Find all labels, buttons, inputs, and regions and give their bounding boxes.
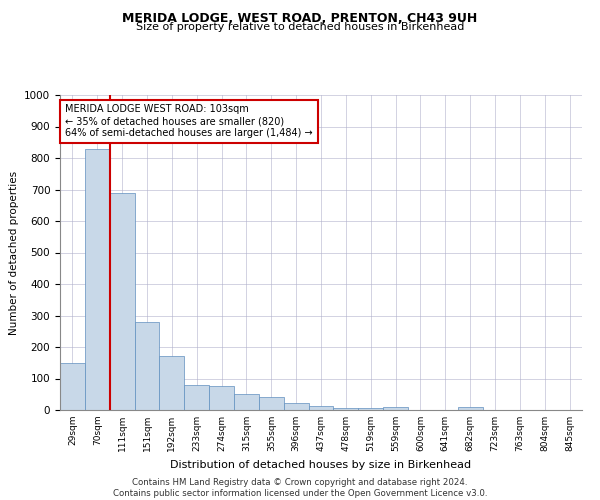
Bar: [358, 408, 383, 410]
Bar: [308, 406, 334, 410]
Text: MERIDA LODGE WEST ROAD: 103sqm
← 35% of detached houses are smaller (820)
64% of: MERIDA LODGE WEST ROAD: 103sqm ← 35% of …: [65, 104, 313, 138]
Bar: [134, 322, 160, 410]
Bar: [458, 408, 482, 410]
Bar: [284, 403, 308, 410]
Bar: [184, 386, 209, 410]
Text: MERIDA LODGE, WEST ROAD, PRENTON, CH43 9UH: MERIDA LODGE, WEST ROAD, PRENTON, CH43 9…: [122, 12, 478, 26]
Text: Contains HM Land Registry data © Crown copyright and database right 2024.
Contai: Contains HM Land Registry data © Crown c…: [113, 478, 487, 498]
Bar: [60, 364, 85, 410]
Bar: [334, 408, 358, 410]
Bar: [160, 356, 184, 410]
Bar: [110, 194, 134, 410]
Text: Size of property relative to detached houses in Birkenhead: Size of property relative to detached ho…: [136, 22, 464, 32]
Bar: [383, 407, 408, 410]
Bar: [234, 394, 259, 410]
Bar: [85, 149, 110, 410]
Y-axis label: Number of detached properties: Number of detached properties: [8, 170, 19, 334]
Bar: [209, 386, 234, 410]
Bar: [259, 397, 284, 410]
X-axis label: Distribution of detached houses by size in Birkenhead: Distribution of detached houses by size …: [170, 460, 472, 469]
